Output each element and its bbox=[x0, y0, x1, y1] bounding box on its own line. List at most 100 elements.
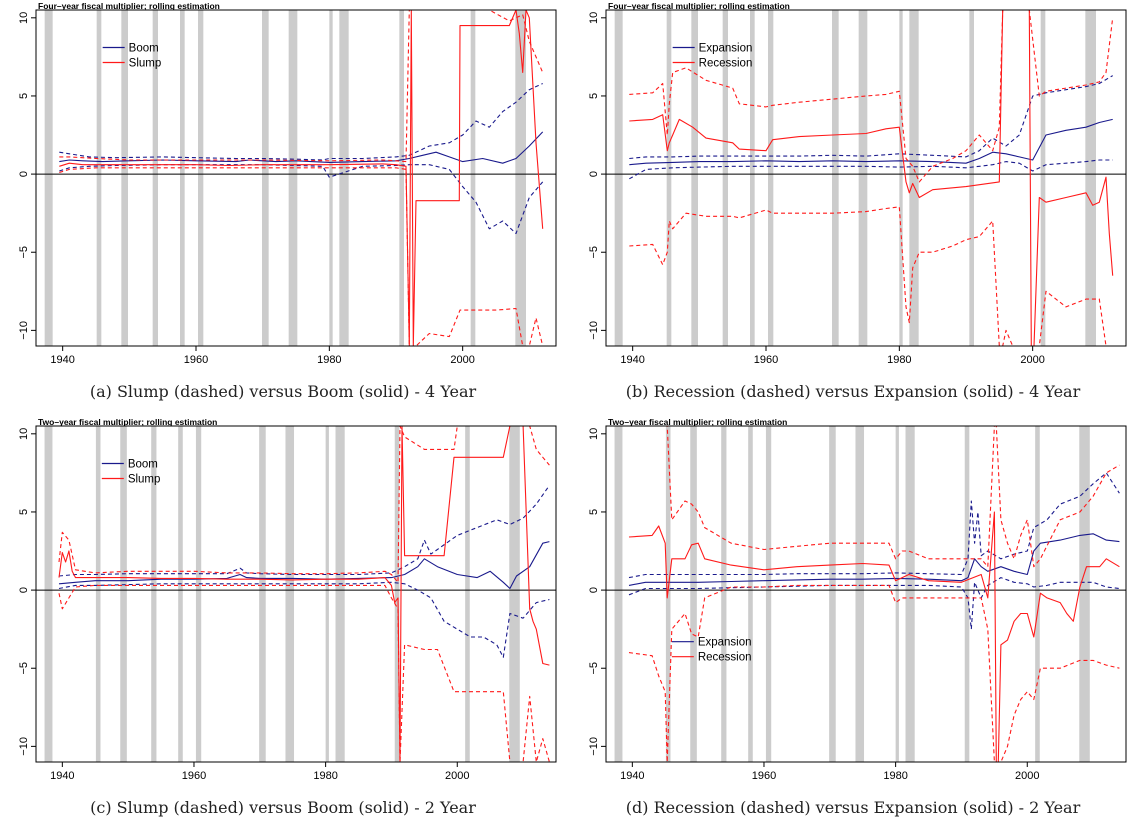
legend-label: Slump bbox=[129, 58, 162, 70]
recession-band bbox=[121, 10, 128, 346]
recession-band bbox=[832, 10, 839, 346]
recession-band bbox=[262, 10, 269, 346]
chart-panel-c: Two–year fiscal multiplier; rolling esti… bbox=[0, 416, 566, 830]
chart-plot-c: Two–year fiscal multiplier; rolling esti… bbox=[18, 417, 557, 782]
series-line-1 bbox=[58, 541, 550, 590]
recession-band bbox=[325, 426, 329, 762]
chart-title: Two–year fiscal multiplier; rolling esti… bbox=[38, 417, 217, 427]
legend-label: Boom bbox=[129, 43, 159, 55]
recession-band bbox=[768, 10, 774, 346]
recession-band bbox=[899, 10, 903, 346]
x-tick-label: 2000 bbox=[450, 354, 474, 366]
x-tick-label: 1940 bbox=[620, 354, 644, 366]
x-tick-label: 1960 bbox=[184, 354, 208, 366]
recession-band bbox=[858, 10, 868, 346]
series-line-3 bbox=[629, 159, 1113, 180]
recession-band bbox=[44, 10, 53, 346]
recession-band bbox=[152, 10, 158, 346]
x-tick-label: 1940 bbox=[620, 770, 644, 782]
recession-band bbox=[198, 10, 204, 346]
recession-band bbox=[909, 10, 919, 346]
y-tick-label: 0 bbox=[18, 587, 30, 593]
series-line-5 bbox=[58, 426, 550, 583]
recession-band bbox=[151, 426, 157, 762]
recession-band bbox=[509, 426, 520, 762]
y-tick-label: 5 bbox=[588, 509, 600, 515]
series-line-4 bbox=[59, 10, 544, 346]
x-tick-label: 1980 bbox=[317, 354, 341, 366]
series-line-2 bbox=[629, 75, 1113, 160]
x-tick-label: 2000 bbox=[1020, 354, 1044, 366]
x-tick-label: 1980 bbox=[887, 354, 911, 366]
series-line-1 bbox=[628, 533, 1120, 586]
recession-band bbox=[666, 10, 672, 346]
x-tick-label: 1980 bbox=[883, 770, 907, 782]
recession-band bbox=[750, 10, 755, 346]
plot-frame bbox=[605, 425, 1127, 763]
recession-band bbox=[44, 426, 53, 762]
series-line-5 bbox=[629, 10, 1114, 183]
recession-band bbox=[195, 426, 202, 762]
plot-frame bbox=[35, 9, 557, 347]
recession-band bbox=[614, 426, 623, 762]
series-line-4 bbox=[58, 426, 550, 762]
legend-label: Slump bbox=[128, 474, 161, 486]
recession-band bbox=[180, 10, 185, 346]
x-tick-label: 1940 bbox=[50, 354, 74, 366]
chart-caption-d: (d) Recession (dashed) versus Expansion … bbox=[625, 798, 1081, 817]
chart-caption-b: (b) Recession (dashed) versus Expansion … bbox=[625, 382, 1081, 401]
y-tick-label: 5 bbox=[18, 93, 30, 99]
y-tick-label: −10 bbox=[588, 321, 600, 340]
recession-band bbox=[470, 10, 476, 346]
recession-band bbox=[969, 10, 974, 346]
legend-label: Expansion bbox=[699, 43, 753, 55]
series-line-6 bbox=[59, 167, 544, 346]
y-tick-label: 10 bbox=[18, 12, 30, 24]
y-tick-label: −10 bbox=[18, 321, 30, 340]
recession-band bbox=[690, 426, 697, 762]
chart-caption-a: (a) Slump (dashed) versus Boom (solid) -… bbox=[89, 382, 477, 401]
plot-frame bbox=[35, 425, 557, 763]
series-line-3 bbox=[59, 164, 544, 235]
legend-label: Recession bbox=[698, 652, 752, 664]
y-tick-label: −10 bbox=[18, 737, 30, 756]
series-line-2 bbox=[59, 83, 543, 161]
chart-caption-c: (c) Slump (dashed) versus Boom (solid) -… bbox=[90, 798, 476, 817]
chart-plot-d: Two–year fiscal multiplier; rolling esti… bbox=[588, 417, 1127, 782]
recession-band bbox=[855, 426, 865, 762]
recession-band bbox=[1035, 426, 1040, 762]
recession-band bbox=[765, 426, 772, 762]
recession-band bbox=[1079, 426, 1090, 762]
x-tick-label: 2000 bbox=[1015, 770, 1039, 782]
recession-band bbox=[288, 10, 298, 346]
legend-label: Recession bbox=[699, 58, 753, 70]
y-tick-label: 0 bbox=[588, 587, 600, 593]
plot-frame bbox=[605, 9, 1127, 347]
legend-label: Boom bbox=[128, 459, 158, 471]
chart-title: Four–year fiscal multiplier; rolling est… bbox=[38, 1, 220, 11]
y-tick-label: 5 bbox=[588, 93, 600, 99]
series-line-3 bbox=[58, 581, 550, 658]
series-line-2 bbox=[628, 472, 1120, 579]
recession-band bbox=[829, 426, 836, 762]
chart-panel-a: Four–year fiscal multiplier; rolling est… bbox=[0, 0, 566, 414]
x-tick-label: 1960 bbox=[754, 354, 778, 366]
y-tick-label: 10 bbox=[588, 428, 600, 440]
recession-band bbox=[964, 426, 970, 762]
recession-band bbox=[721, 426, 727, 762]
recession-band bbox=[1085, 10, 1096, 346]
series-line-6 bbox=[58, 584, 550, 762]
series-line-2 bbox=[58, 485, 550, 577]
recession-band bbox=[515, 10, 526, 346]
series-line-5 bbox=[59, 10, 544, 163]
series-line-4 bbox=[628, 511, 1120, 762]
recession-band bbox=[1040, 10, 1046, 346]
recession-band bbox=[259, 426, 266, 762]
recession-band bbox=[691, 10, 698, 346]
series-line-1 bbox=[629, 118, 1113, 166]
recession-band bbox=[96, 10, 102, 346]
recession-band bbox=[748, 426, 753, 762]
recession-band bbox=[614, 10, 623, 346]
series-line-4 bbox=[629, 10, 1114, 346]
x-tick-label: 2000 bbox=[445, 770, 469, 782]
